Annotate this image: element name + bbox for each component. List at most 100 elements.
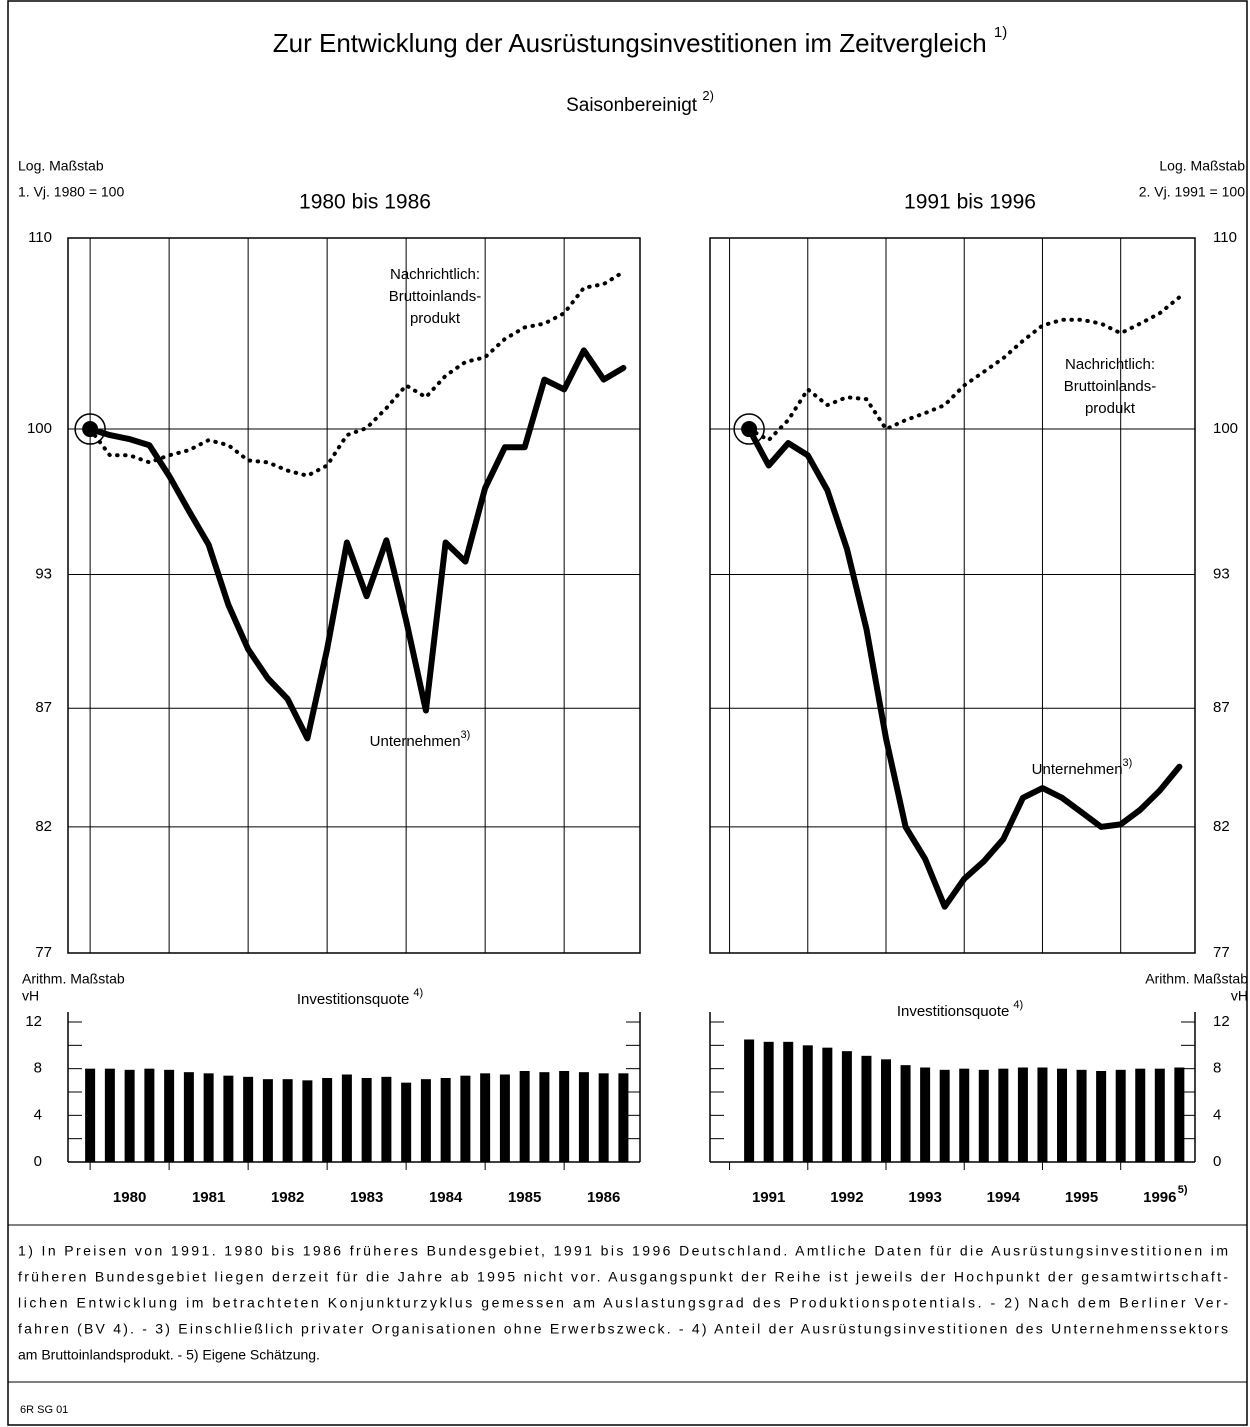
bar [1076,1069,1087,1162]
bar-title: Investitionsquote 4) [897,999,1023,1020]
bar [763,1041,774,1162]
dotted-series [747,295,1182,443]
code: 6R SG 01 [20,1404,68,1416]
bar [881,1059,892,1162]
bar [282,1079,293,1162]
bar [124,1069,135,1162]
series-label: Unternehmen3) [370,729,471,750]
plot-frame [709,237,1196,954]
series-label: Nachrichtlich: [390,266,480,283]
bar [802,1045,813,1162]
bar [598,1073,609,1162]
bar [900,1065,911,1162]
line-series [746,426,1183,910]
bar [104,1068,115,1162]
series-label: Nachrichtlich: [1065,356,1155,373]
bar [322,1078,333,1162]
start-marker [74,413,106,445]
bar [959,1068,970,1162]
x-tick-label: 1995 [1065,1189,1098,1206]
panel-title: 1991 bis 1996 [904,191,1036,214]
y-tick-label: 12 [25,1013,42,1030]
x-tick-label: 1985 [508,1189,541,1206]
y-tick-label: 110 [28,229,52,246]
title-note: 1) [994,24,1007,41]
series-note: 3) [1123,757,1133,769]
y-tick-label: 0 [34,1153,42,1170]
bar [361,1078,372,1162]
chart-title: Zur Entwicklung der Ausrüstungsinvestiti… [273,24,1007,58]
bar [203,1073,214,1162]
series-label: Bruttoinlands- [389,288,482,305]
bar [1174,1067,1185,1162]
bar [1017,1067,1028,1162]
x-tick-label: 1994 [987,1189,1021,1206]
bar [420,1079,431,1162]
y-tick-label: 77 [35,944,52,961]
bar [1057,1068,1068,1162]
bar-title-note: 4) [1013,999,1023,1011]
bar [559,1071,570,1162]
line-series [87,347,627,742]
y-tick-label: 93 [1213,566,1230,583]
x-tick-label: 1986 [587,1189,620,1206]
panel-title: 1980 bis 1986 [299,191,431,214]
series-name: Unternehmen [370,733,461,750]
footnote-line: am Bruttoinlandsprodukt. - 5) Eigene Sch… [18,1347,320,1363]
y-tick-label: 12 [1213,1013,1230,1030]
bar-title-text: Investitionsquote [897,1003,1010,1020]
y-tick-label: 82 [35,818,52,835]
x-tick-label: 1992 [830,1189,863,1206]
y-tick-label: 87 [1213,699,1230,716]
y-tick-label: 87 [35,699,52,716]
bar [939,1069,950,1162]
series-label: produkt [1085,400,1136,417]
plot-frame [67,237,641,954]
bar [440,1078,451,1162]
bar [744,1039,755,1162]
bar [519,1071,530,1162]
footnote-line: 1) In Preisen von 1991. 1980 bis 1986 fr… [18,1243,1228,1259]
bar [539,1072,550,1162]
bar [841,1051,852,1162]
y-tick-label: 110 [1213,229,1237,246]
y-tick-label: 0 [1213,1153,1221,1170]
dotted-series [88,270,626,478]
bar-title: Investitionsquote 4) [297,987,423,1008]
subtitle-note: 2) [702,88,714,103]
bar [381,1076,392,1162]
y-axis-label: Arithm. Maßstab [1145,971,1248,987]
subtitle-text: Saisonbereinigt [566,95,698,116]
y-axis-label: vH [22,988,39,1004]
bar [978,1069,989,1162]
y-tick-label: 100 [27,420,52,437]
bar [1135,1068,1146,1162]
bar [85,1068,96,1162]
footnotes: 1) In Preisen von 1991. 1980 bis 1986 fr… [18,1243,1228,1363]
start-marker [733,413,765,445]
bar [480,1073,491,1162]
bar-title-note: 4) [413,987,423,999]
bar [302,1080,313,1162]
subtitle: Saisonbereinigt 2) [566,88,714,116]
bar [1154,1068,1165,1162]
x-tick-label: 1983 [350,1189,383,1206]
bar [243,1076,254,1162]
bar [341,1074,352,1162]
bar [1096,1071,1107,1162]
x-tick-label: 1981 [192,1189,225,1206]
y-tick-label: 93 [35,566,52,583]
bar [861,1055,872,1162]
footnote-line: fahren (BV 4). - 3) Einschließlich priva… [18,1321,1228,1337]
bar [164,1069,175,1162]
bar [578,1072,589,1162]
x-tick-label: 1991 [752,1189,785,1206]
y-axis-label: 1. Vj. 1980 = 100 [18,184,124,200]
x-tick-label: 1996 [1143,1189,1176,1206]
y-tick-label: 4 [1213,1106,1221,1123]
bar [183,1072,194,1162]
series-label: Bruttoinlands- [1064,378,1157,395]
y-tick-label: 8 [1213,1060,1221,1077]
y-axis-label: 2. Vj. 1991 = 100 [1139,184,1245,200]
y-tick-label: 77 [1213,944,1230,961]
